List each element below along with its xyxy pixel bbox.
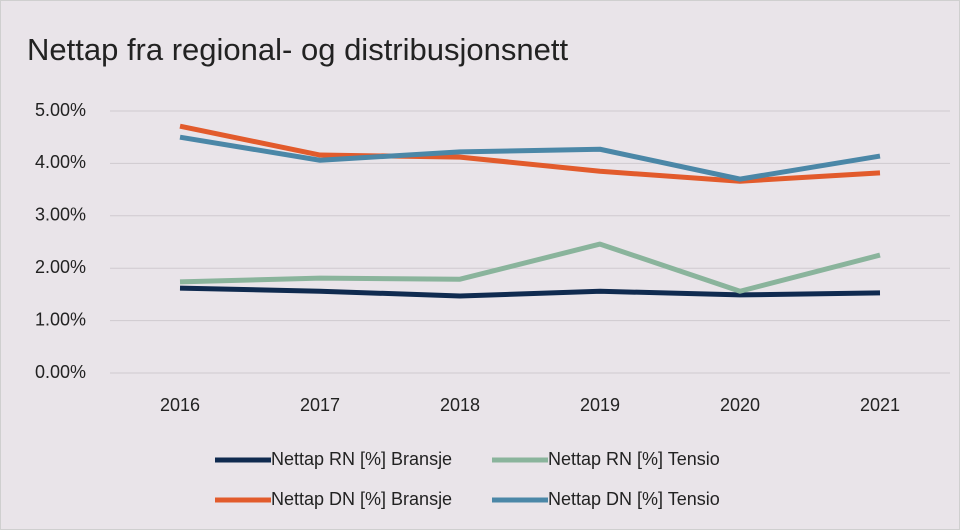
legend-label: Nettap RN [%] Tensio bbox=[548, 449, 720, 469]
x-tick-label: 2018 bbox=[440, 395, 480, 415]
x-tick-label: 2021 bbox=[860, 395, 900, 415]
series-line bbox=[179, 285, 881, 299]
y-tick-label: 4.00% bbox=[35, 152, 86, 172]
chart-title: Nettap fra regional- og distribusjonsnet… bbox=[27, 32, 568, 67]
x-tick-label: 2017 bbox=[300, 395, 340, 415]
y-tick-label: 1.00% bbox=[35, 309, 86, 329]
x-tick-label: 2016 bbox=[160, 395, 200, 415]
series-line bbox=[179, 123, 881, 184]
legend-label: Nettap DN [%] Tensio bbox=[548, 489, 720, 509]
y-tick-label: 0.00% bbox=[35, 362, 86, 382]
x-tick-label: 2019 bbox=[580, 395, 620, 415]
y-tick-label: 3.00% bbox=[35, 205, 86, 225]
y-tick-label: 5.00% bbox=[35, 100, 86, 120]
y-tick-label: 2.00% bbox=[35, 257, 86, 277]
legend-label: Nettap RN [%] Bransje bbox=[271, 449, 452, 469]
legend-label: Nettap DN [%] Bransje bbox=[271, 489, 452, 509]
series-line bbox=[179, 134, 881, 182]
series-line bbox=[179, 241, 881, 294]
x-tick-label: 2020 bbox=[720, 395, 760, 415]
